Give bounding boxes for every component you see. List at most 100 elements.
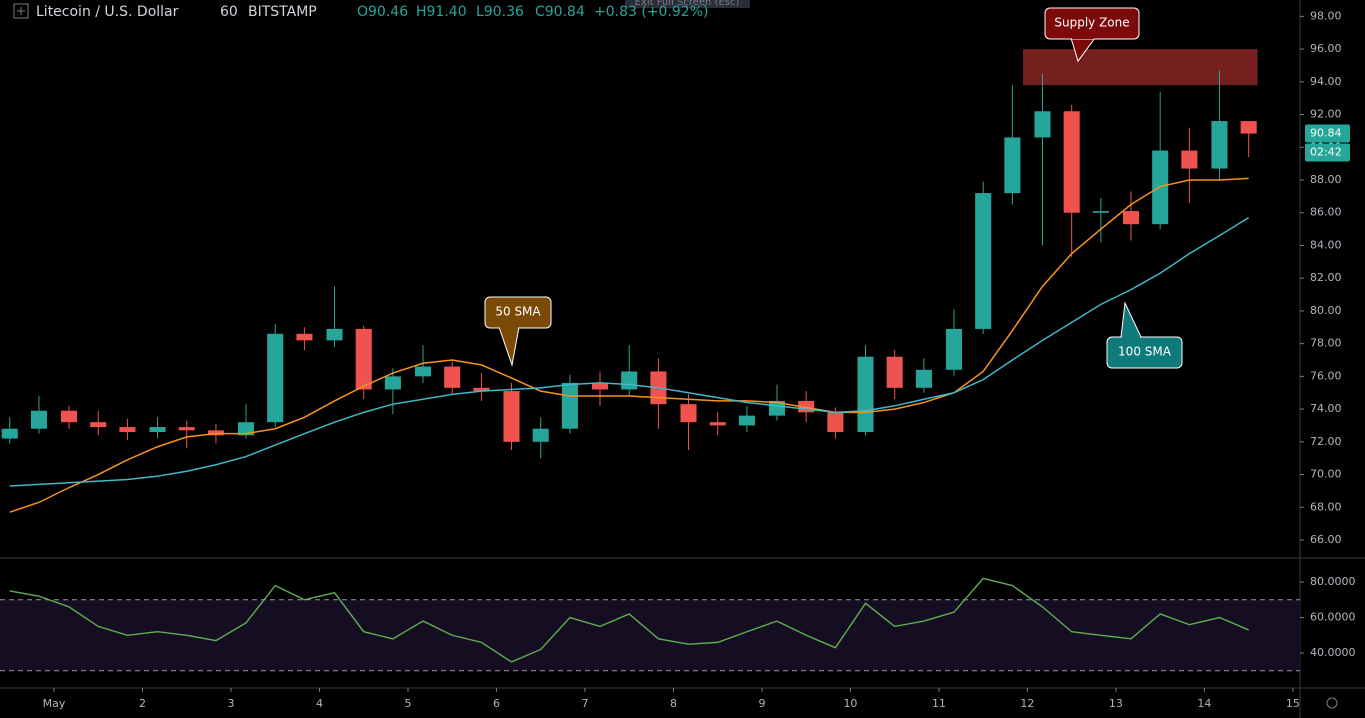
candle-body [680, 404, 697, 423]
x-tick-label: 5 [404, 697, 411, 710]
candle-body [1211, 121, 1228, 169]
y-tick-label: 92.00 [1310, 108, 1342, 121]
candle-body [414, 366, 432, 377]
x-tick-label: 13 [1109, 697, 1123, 710]
candle-body [532, 428, 549, 442]
x-tick-label: 12 [1020, 697, 1034, 710]
candle-body [207, 430, 224, 436]
candle-body [768, 400, 786, 416]
candle-body [384, 376, 401, 390]
sma-line [9, 216, 1250, 487]
x-tick-label: 10 [843, 697, 857, 710]
ohlc-open: O90.46 [357, 4, 408, 20]
x-tick-label: 6 [493, 697, 500, 710]
zone-label: Supply Zone [1054, 16, 1129, 30]
supply-zone [1023, 49, 1258, 86]
y-tick-label: 72.00 [1310, 435, 1342, 448]
x-tick-label: 8 [670, 697, 677, 710]
x-tick-label: 7 [581, 697, 588, 710]
candle-body [975, 193, 992, 329]
candle-body [709, 422, 726, 426]
y-tick-label: 88.00 [1310, 173, 1342, 186]
y-tick-label: 60.0000 [1310, 611, 1356, 624]
exchange: BITSTAMP [248, 4, 317, 20]
candle-body [444, 366, 461, 388]
countdown: 02:42 [1310, 146, 1342, 159]
y-tick-label: 66.00 [1310, 533, 1342, 546]
candle-body [30, 410, 47, 429]
candle-body [1240, 121, 1257, 134]
y-tick-label: 78.00 [1310, 337, 1342, 350]
toggle-icon[interactable] [13, 3, 29, 19]
candle-body [798, 400, 815, 413]
countdown-box [1305, 143, 1350, 162]
y-tick-label: 86.00 [1310, 206, 1342, 219]
candle-body [503, 391, 520, 442]
x-tick-label: 3 [227, 697, 234, 710]
band-fill [0, 599, 1300, 671]
candle-body [90, 422, 107, 428]
symbol-title: Litecoin / U.S. Dollar [36, 4, 179, 20]
candle-body [178, 427, 195, 431]
candle-body [119, 427, 136, 432]
candle-body [60, 410, 78, 423]
ohlc-low: L90.36 [476, 4, 524, 20]
y-tick-label: 98.00 [1310, 9, 1342, 22]
candle-body [149, 427, 166, 432]
sma-label: 100 SMA [1118, 345, 1172, 359]
candle-body [738, 415, 755, 426]
candle-body [326, 328, 343, 341]
last-price-label: 90.84 [1310, 127, 1342, 140]
candle-body [621, 371, 638, 390]
candle-body [1092, 211, 1109, 213]
candle-body [1063, 111, 1080, 213]
candle-body [827, 412, 844, 432]
candle-body [1004, 137, 1021, 194]
y-tick-label: 94.00 [1310, 75, 1342, 88]
x-tick-label: 11 [932, 697, 946, 710]
last-price-box [1305, 124, 1350, 143]
candle-body [1181, 150, 1198, 169]
y-tick-label: 74.00 [1310, 402, 1342, 415]
sma-label: 50 SMA [495, 305, 541, 319]
notice-box [625, 0, 750, 8]
candle-body [1, 428, 18, 439]
y-tick-label: 96.00 [1310, 42, 1342, 55]
ohlc-close: C90.84 [535, 4, 585, 20]
candle-body [915, 369, 932, 388]
candle-body [355, 328, 372, 390]
candle-body [857, 356, 874, 432]
candle-body [296, 333, 313, 341]
y-tick-label: 80.00 [1310, 304, 1342, 317]
notice: Exit Full Screen (Esc) [635, 0, 740, 8]
x-tick-label: 14 [1197, 697, 1211, 710]
candle-body [1034, 111, 1051, 138]
sma-callout-cover [1122, 335, 1140, 339]
candle-body [591, 382, 609, 390]
sma-callout [1106, 336, 1183, 369]
x-tick-label: 2 [139, 697, 146, 710]
rsi-line [9, 577, 1249, 663]
candle-body [886, 356, 903, 388]
x-tick-label: May [43, 697, 66, 710]
candle-body [1122, 211, 1140, 225]
candle-body [473, 387, 490, 392]
y-tick-label: 82.00 [1310, 271, 1342, 284]
candle-body [267, 333, 284, 423]
y-tick-label: 70.00 [1310, 468, 1342, 481]
zone-callout-cover [1072, 36, 1095, 39]
y-tick-label: 76.00 [1310, 369, 1342, 382]
sma-line [9, 177, 1249, 513]
x-tick-label: 4 [316, 697, 323, 710]
interval: 60 [220, 4, 238, 20]
sma-callout-cover [500, 325, 518, 329]
y-tick-label: 84.00 [1310, 238, 1342, 251]
settings-icon[interactable] [1326, 697, 1338, 709]
y-tick-label: 68.00 [1310, 500, 1342, 513]
candle-body [237, 422, 255, 436]
ohlc-change: +0.83 (+0.92%) [594, 4, 708, 20]
ohlc-high: H91.40 [416, 4, 467, 20]
x-tick-label: 9 [758, 697, 765, 710]
candle-body [945, 328, 963, 370]
